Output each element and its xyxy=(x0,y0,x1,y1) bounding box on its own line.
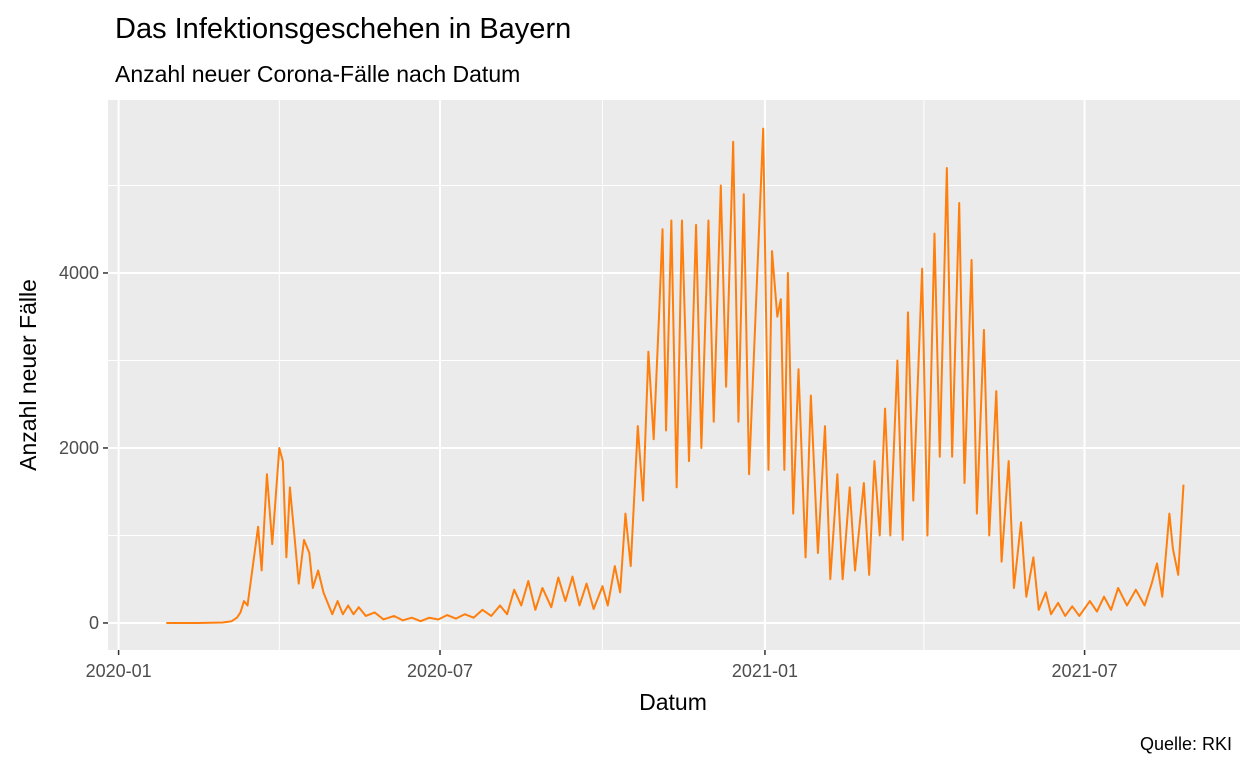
y-axis-title: Anzahl neuer Fälle xyxy=(15,279,41,471)
x-tick-label: 2020-07 xyxy=(407,661,473,681)
y-tick-label: 2000 xyxy=(59,438,99,458)
chart-title: Das Infektionsgeschehen in Bayern xyxy=(115,13,571,45)
y-tick-label: 4000 xyxy=(59,263,99,283)
x-tick-label: 2020-01 xyxy=(86,661,152,681)
data-line xyxy=(166,127,1185,624)
x-tick-label: 2021-07 xyxy=(1052,661,1118,681)
chart-subtitle: Anzahl neuer Corona-Fälle nach Datum xyxy=(115,61,520,87)
y-tick-label: 0 xyxy=(89,613,99,633)
x-axis-title: Datum xyxy=(639,689,707,715)
caption: Quelle: RKI xyxy=(1140,734,1232,754)
x-tick-label: 2021-01 xyxy=(732,661,798,681)
